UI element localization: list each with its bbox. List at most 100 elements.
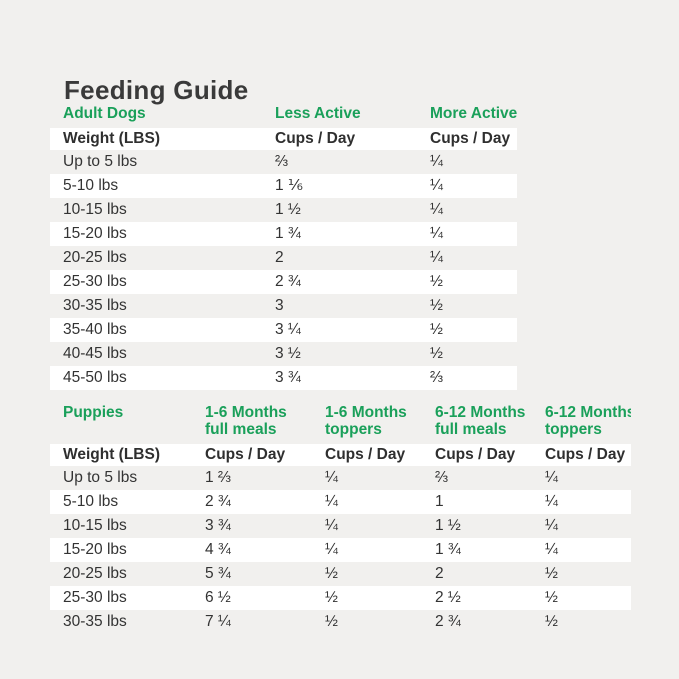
cups-per-day-header: Cups / Day [275,130,356,147]
adult-table-subheader-row: Weight (LBS) Cups / Day Cups / Day [50,128,517,150]
table-row: 25-30 lbs 6 ½ ½ 2 ½ ½ [50,586,631,610]
6-12-months-full-meals-value: 2 [435,565,444,582]
header-line: toppers [325,421,382,438]
table-row: 25-30 lbs 2 ¾ ½ [50,270,517,294]
1-6-months-full-meals-value: 5 ¾ [205,565,231,582]
header-line: full meals [435,421,507,438]
puppies-table: Puppies 1-6 Months full meals 1-6 Months… [50,404,631,634]
table-row: Up to 5 lbs ⅔ ¼ [50,150,517,174]
1-6-months-toppers-value: ½ [325,565,338,582]
6-12-months-toppers-value: ¼ [545,517,558,534]
weight-column-header: Weight (LBS) [63,130,161,147]
puppies-table-body: Up to 5 lbs 1 ⅔ ¼ ⅔ ¼ 5-10 lbs 2 ¾ ¼ 1 ¼… [50,466,631,634]
more-active-cups-value: ¼ [430,177,443,194]
more-active-cups-value: ¼ [430,249,443,266]
table-row: 30-35 lbs 3 ½ [50,294,517,318]
more-active-cups-value: ¼ [430,201,443,218]
table-row: 15-20 lbs 1 ¾ ¼ [50,222,517,246]
more-active-cups-value: ½ [430,297,443,314]
6-12-months-toppers-value: ½ [545,613,558,630]
1-6-months-toppers-value: ¼ [325,541,338,558]
1-6-months-full-meals-value: 7 ¼ [205,613,231,630]
puppies-table-subheader-row: Weight (LBS) Cups / Day Cups / Day Cups … [50,444,631,466]
header-line: full meals [205,421,277,438]
column-header-less-active: Less Active [275,105,361,122]
table-row: 20-25 lbs 2 ¼ [50,246,517,270]
1-6-months-toppers-value: ¼ [325,517,338,534]
less-active-cups-value: 1 ¾ [275,225,301,242]
weight-range: 15-20 lbs [63,541,127,558]
table-row: 5-10 lbs 2 ¾ ¼ 1 ¼ [50,490,631,514]
table-row: 30-35 lbs 7 ¼ ½ 2 ¾ ½ [50,610,631,634]
less-active-cups-value: 3 ½ [275,345,301,362]
table-row: 35-40 lbs 3 ¼ ½ [50,318,517,342]
table-row: 10-15 lbs 1 ½ ¼ [50,198,517,222]
cups-per-day-header: Cups / Day [545,446,626,463]
weight-range: 10-15 lbs [63,201,127,218]
6-12-months-toppers-value: ¼ [545,541,558,558]
weight-column-header: Weight (LBS) [63,446,161,463]
table-row: 45-50 lbs 3 ¾ ⅔ [50,366,517,390]
less-active-cups-value: 3 ¾ [275,369,301,386]
1-6-months-full-meals-value: 4 ¾ [205,541,231,558]
6-12-months-toppers-value: ¼ [545,493,558,510]
weight-range: 15-20 lbs [63,225,127,242]
weight-range: 30-35 lbs [63,613,127,630]
more-active-cups-value: ⅔ [430,369,443,386]
weight-range: Up to 5 lbs [63,153,138,170]
weight-range: 45-50 lbs [63,369,127,386]
1-6-months-full-meals-value: 1 ⅔ [205,469,231,486]
weight-range: Up to 5 lbs [63,469,138,486]
more-active-cups-value: ½ [430,273,443,290]
cups-per-day-header: Cups / Day [205,446,286,463]
weight-range: 5-10 lbs [63,177,119,194]
cups-per-day-header: Cups / Day [325,446,406,463]
weight-range: 20-25 lbs [63,565,127,582]
6-12-months-full-meals-value: 1 [435,493,444,510]
less-active-cups-value: 2 [275,249,284,266]
less-active-cups-value: 1 ½ [275,201,301,218]
1-6-months-full-meals-value: 3 ¾ [205,517,231,534]
1-6-months-toppers-value: ¼ [325,493,338,510]
table-row: Up to 5 lbs 1 ⅔ ¼ ⅔ ¼ [50,466,631,490]
1-6-months-full-meals-value: 6 ½ [205,589,231,606]
6-12-months-full-meals-value: 2 ½ [435,589,461,606]
header-line: 6-12 Months [435,404,526,421]
6-12-months-toppers-value: ½ [545,589,558,606]
1-6-months-toppers-value: ½ [325,613,338,630]
column-header-1-6-months-toppers: 1-6 Months toppers [325,404,435,438]
less-active-cups-value: ⅔ [275,153,288,170]
6-12-months-full-meals-value: 2 ¾ [435,613,461,630]
puppies-table-header-row: Puppies 1-6 Months full meals 1-6 Months… [50,404,631,438]
1-6-months-toppers-value: ½ [325,589,338,606]
column-header-6-12-months-full-meals: 6-12 Months full meals [435,404,545,438]
cups-per-day-header: Cups / Day [435,446,516,463]
6-12-months-full-meals-value: 1 ½ [435,517,461,534]
section-label-adult-dogs: Adult Dogs [63,105,146,122]
table-row: 40-45 lbs 3 ½ ½ [50,342,517,366]
weight-range: 40-45 lbs [63,345,127,362]
less-active-cups-value: 3 [275,297,284,314]
header-line: toppers [545,421,602,438]
table-row: 15-20 lbs 4 ¾ ¼ 1 ¾ ¼ [50,538,631,562]
page-title: Feeding Guide [64,75,249,106]
weight-range: 30-35 lbs [63,297,127,314]
weight-range: 20-25 lbs [63,249,127,266]
more-active-cups-value: ¼ [430,225,443,242]
column-header-more-active: More Active [430,105,517,122]
weight-range: 10-15 lbs [63,517,127,534]
1-6-months-toppers-value: ¼ [325,469,338,486]
adult-table-body: Up to 5 lbs ⅔ ¼ 5-10 lbs 1 ⅙ ¼ 10-15 lbs… [50,150,517,390]
column-header-1-6-months-full-meals: 1-6 Months full meals [205,404,325,438]
less-active-cups-value: 3 ¼ [275,321,301,338]
column-header-6-12-months-toppers: 6-12 Months toppers [545,404,631,438]
adult-dogs-table: Adult Dogs Less Active More Active Weigh… [50,104,517,390]
header-line: 1-6 Months [205,404,287,421]
adult-table-header-row: Adult Dogs Less Active More Active [50,104,517,123]
6-12-months-full-meals-value: ⅔ [435,469,448,486]
less-active-cups-value: 1 ⅙ [275,177,303,194]
6-12-months-toppers-value: ½ [545,565,558,582]
table-row: 5-10 lbs 1 ⅙ ¼ [50,174,517,198]
more-active-cups-value: ½ [430,321,443,338]
